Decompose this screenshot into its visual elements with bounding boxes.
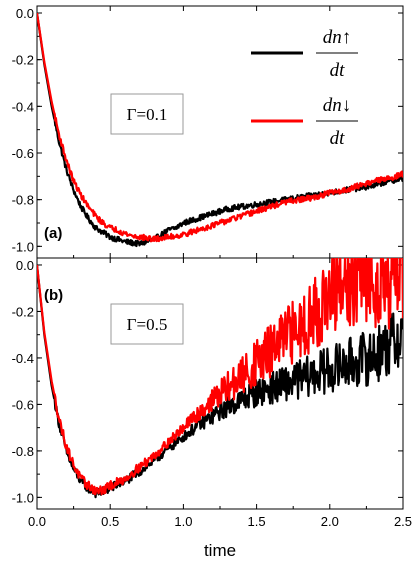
legend-down-numerator: dn↓ xyxy=(323,95,352,116)
y-tick-label: -0.8 xyxy=(12,444,34,459)
y-tick-label: -0.8 xyxy=(12,193,34,208)
y-tick-label: -0.2 xyxy=(12,304,34,319)
legend-up-numerator: dn↑ xyxy=(323,27,352,48)
gamma-annotation-b: Γ=0.5 xyxy=(127,315,168,334)
panel-a-ticks: 0.0 -0.2 -0.4 -0.6 -0.8 -1.0 xyxy=(12,6,404,258)
y-tick-label: -0.6 xyxy=(12,397,34,412)
annotation-box-a xyxy=(110,93,184,135)
legend: dn↑ dt dn↓ dt xyxy=(251,27,358,149)
y-tick-label: -1.0 xyxy=(12,490,34,505)
series-spin-down-line xyxy=(37,258,403,496)
y-tick-label: 0.0 xyxy=(16,258,34,273)
x-tick-label: 2.5 xyxy=(394,514,412,529)
y-tick-label: -0.6 xyxy=(12,146,34,161)
legend-up-denominator: dt xyxy=(330,60,346,81)
legend-down-denominator: dt xyxy=(330,128,346,149)
x-tick-label: 0.0 xyxy=(28,514,46,529)
y-tick-label: -0.2 xyxy=(12,53,34,68)
panel-b-ticks: 0.0 -0.2 -0.4 -0.6 -0.8 -1.0 0.0 0.5 1.0 1.5 2.0 2.… xyxy=(12,258,412,529)
gamma-annotation-a: Γ=0.1 xyxy=(127,105,168,124)
x-axis-label: time xyxy=(204,541,236,560)
y-tick-label: -0.4 xyxy=(12,99,34,114)
y-tick-label: -1.0 xyxy=(12,239,34,254)
panel-a: 0.0 -0.2 -0.4 -0.6 -0.8 -1.0 (a) Γ=0.1 dn↑ dt… xyxy=(12,5,404,259)
annotation-box-b xyxy=(110,303,184,345)
panel-b: 0.0 -0.2 -0.4 -0.6 -0.8 -1.0 0.0 0.5 1.0 1.5 2.0 2.… xyxy=(12,257,412,560)
panel-a-series xyxy=(37,12,403,248)
x-tick-label: 2.0 xyxy=(321,514,339,529)
y-tick-label: 0.0 xyxy=(16,6,34,21)
y-tick-label: -0.4 xyxy=(12,351,34,366)
x-tick-label: 0.5 xyxy=(101,514,119,529)
panel-b-series xyxy=(37,258,403,499)
panel-a-label: (a) xyxy=(44,225,62,242)
x-tick-label: 1.0 xyxy=(174,514,192,529)
series-spin-down-line xyxy=(37,12,403,243)
x-tick-label: 1.5 xyxy=(248,514,266,529)
panel-b-label: (b) xyxy=(44,287,63,304)
